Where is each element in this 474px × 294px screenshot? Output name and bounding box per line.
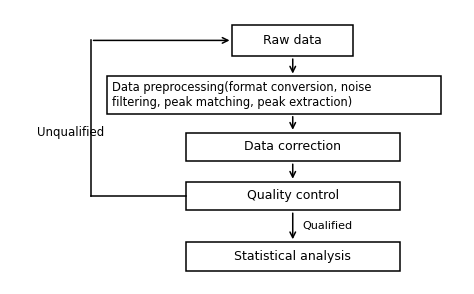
Text: Raw data: Raw data bbox=[263, 34, 322, 47]
FancyBboxPatch shape bbox=[232, 25, 353, 56]
Text: Data correction: Data correction bbox=[244, 141, 341, 153]
Text: Qualified: Qualified bbox=[302, 221, 352, 231]
FancyBboxPatch shape bbox=[186, 133, 400, 161]
FancyBboxPatch shape bbox=[186, 182, 400, 211]
Text: Statistical analysis: Statistical analysis bbox=[234, 250, 351, 263]
FancyBboxPatch shape bbox=[186, 242, 400, 271]
Text: Data preprocessing(format conversion, noise
filtering, peak matching, peak extra: Data preprocessing(format conversion, no… bbox=[111, 81, 371, 109]
Text: Quality control: Quality control bbox=[246, 189, 339, 203]
Text: Unqualified: Unqualified bbox=[37, 126, 104, 139]
FancyBboxPatch shape bbox=[107, 76, 441, 114]
